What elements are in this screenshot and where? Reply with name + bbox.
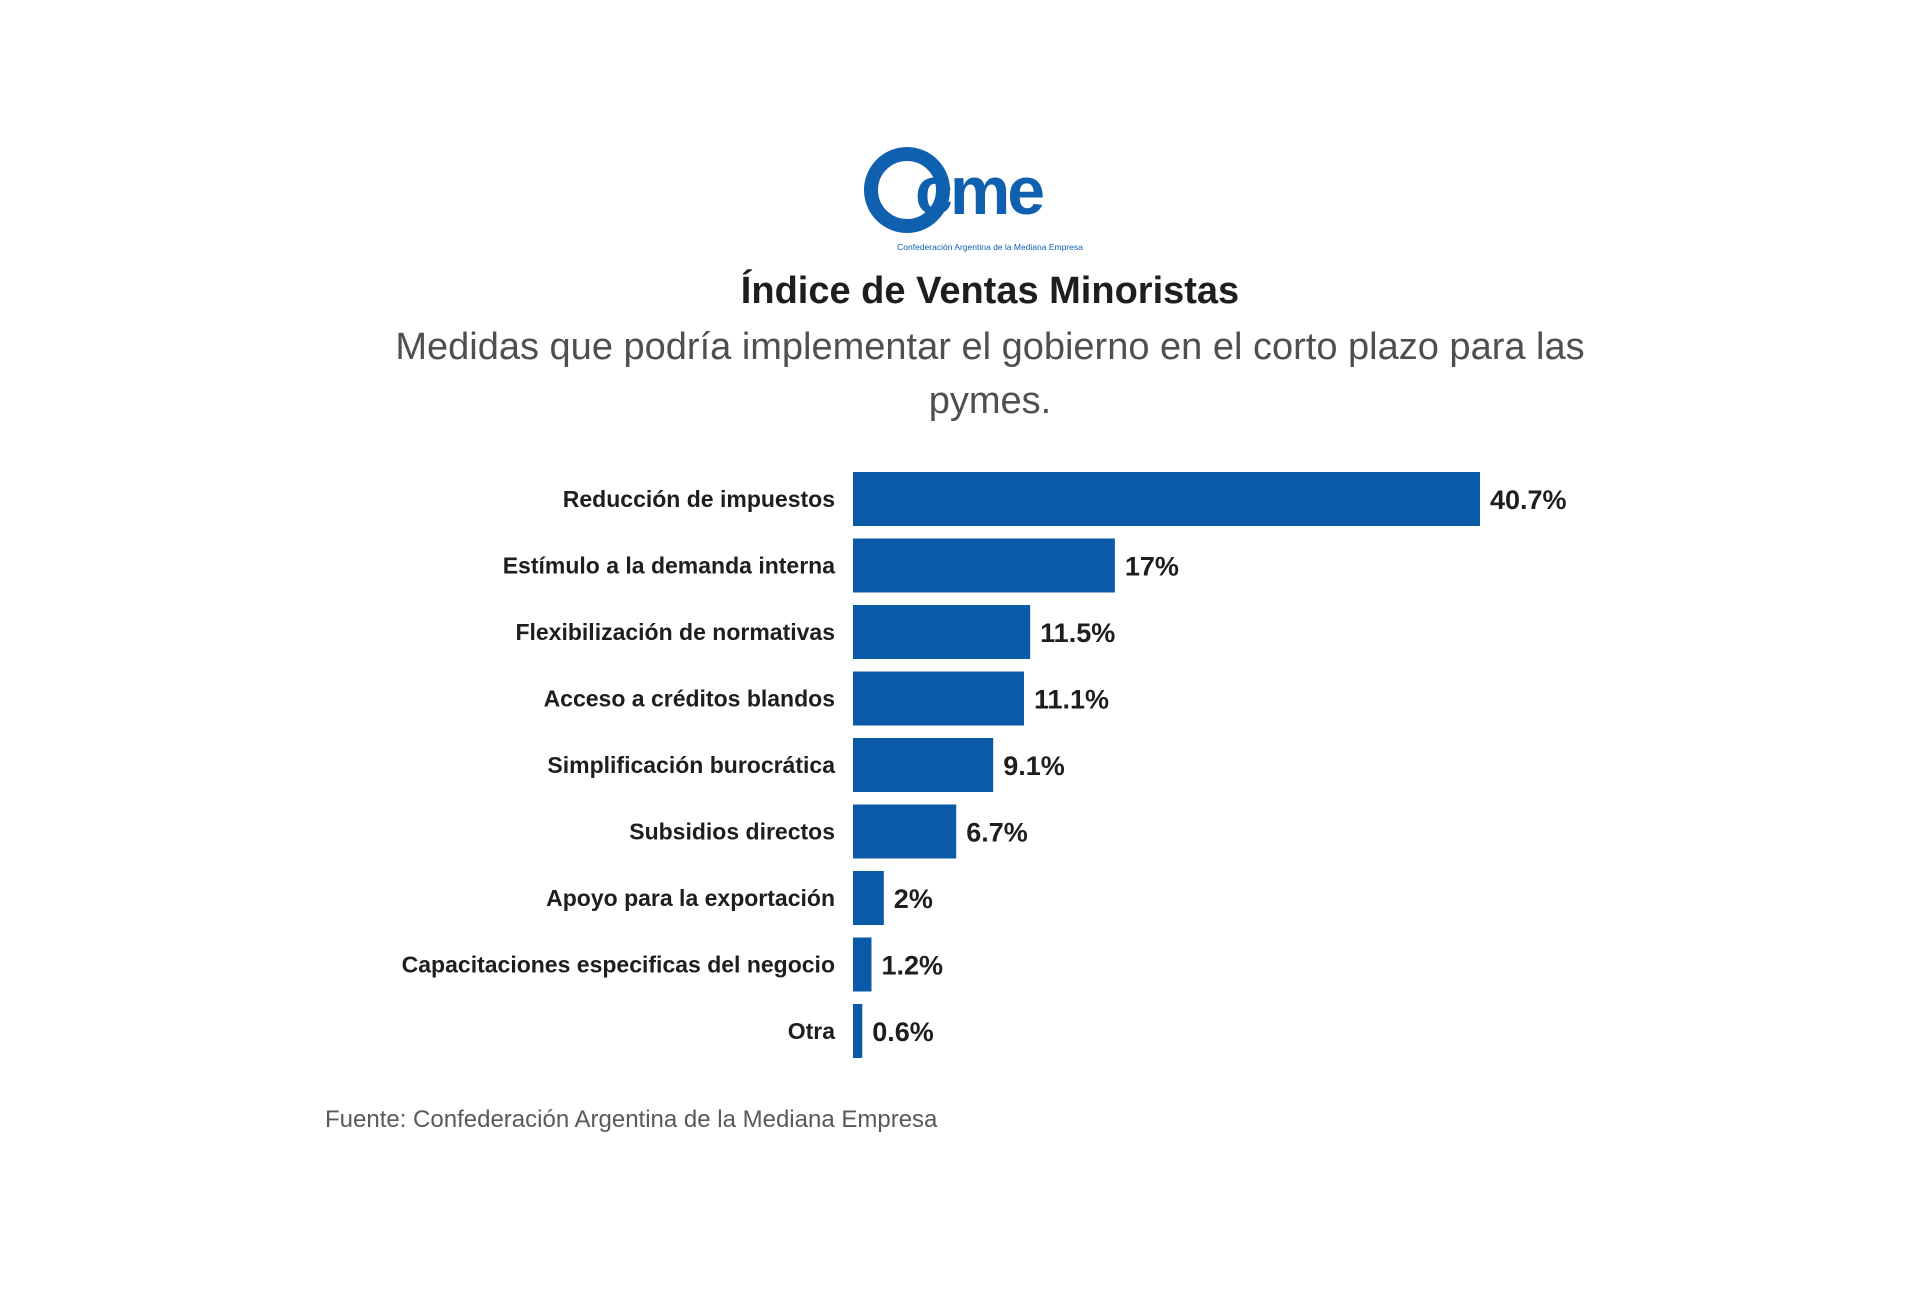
bar-2 bbox=[853, 605, 1031, 659]
category-label: Capacitaciones especificas del negocio bbox=[402, 952, 835, 978]
bar-0 bbox=[853, 472, 1480, 526]
value-label: 6.7% bbox=[966, 818, 1028, 848]
category-label: Simplificación burocrática bbox=[547, 752, 835, 778]
chart-subtitle: Medidas que podría implementar el gobier… bbox=[395, 326, 1585, 422]
bar-3 bbox=[853, 671, 1024, 726]
came-logo: cme Confederación Argentina de la Median… bbox=[864, 147, 1083, 252]
bar-7 bbox=[853, 937, 872, 992]
value-label: 0.6% bbox=[872, 1017, 934, 1047]
bar-6 bbox=[853, 871, 884, 925]
category-label: Estímulo a la demanda interna bbox=[503, 553, 836, 579]
category-label: Otra bbox=[788, 1018, 836, 1044]
value-label: 11.1% bbox=[1034, 685, 1109, 715]
category-label: Acceso a créditos blandos bbox=[544, 686, 835, 712]
bar-8 bbox=[853, 1004, 863, 1058]
category-label: Flexibilización de normativas bbox=[515, 619, 835, 645]
value-label: 1.2% bbox=[881, 951, 943, 981]
value-label: 2% bbox=[894, 884, 933, 914]
logo-brand-text: cme bbox=[915, 153, 1043, 229]
logo-tagline: Confederación Argentina de la Mediana Em… bbox=[897, 242, 1083, 252]
category-label: Subsidios directos bbox=[629, 819, 835, 845]
category-label: Reducción de impuestos bbox=[563, 486, 835, 512]
bar-1 bbox=[853, 538, 1115, 593]
category-label: Apoyo para la exportación bbox=[546, 885, 835, 911]
chart-title: Índice de Ventas Minoristas bbox=[740, 270, 1240, 312]
value-label: 40.7% bbox=[1490, 485, 1567, 515]
value-label: 17% bbox=[1125, 552, 1179, 582]
source-note: Fuente: Confederación Argentina de la Me… bbox=[325, 1106, 938, 1133]
bar-4 bbox=[853, 738, 994, 792]
value-label: 11.5% bbox=[1040, 618, 1115, 648]
value-label: 9.1% bbox=[1003, 751, 1065, 781]
logo-ring-icon bbox=[864, 147, 950, 233]
bar-5 bbox=[853, 804, 957, 859]
